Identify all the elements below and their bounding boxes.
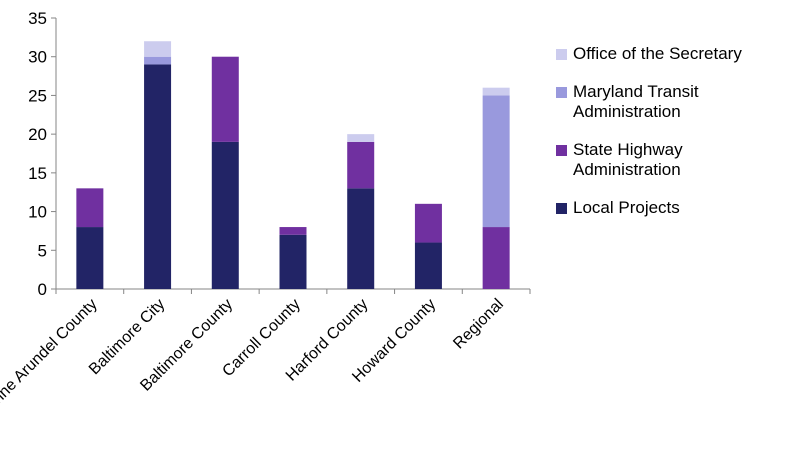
y-tick-label: 15 [28, 164, 47, 183]
legend-label: State Highway Administration [573, 140, 683, 179]
bar-state-highway-administration-harford-county [347, 141, 375, 189]
y-tick-label: 25 [28, 86, 47, 105]
bar-local-projects-anne-arundel-county [76, 227, 104, 289]
legend-swatch-office-of-the-secretary [556, 49, 567, 60]
bar-local-projects-baltimore-city [144, 64, 172, 289]
legend-item-state-highway-administration: State Highway Administration [556, 140, 743, 180]
legend-swatch-local-projects [556, 203, 567, 214]
bar-local-projects-baltimore-county [211, 141, 239, 289]
y-axis-ticks: 0 5 10 15 20 25 30 35 [28, 9, 56, 299]
bar-state-highway-administration-carroll-county [279, 227, 307, 235]
y-tick-label: 20 [28, 125, 47, 144]
x-tick-label-anne-arundel-county: Anne Arundel County [0, 296, 101, 415]
legend-swatch-maryland-transit-administration [556, 87, 567, 98]
bar-maryland-transit-administration-regional [482, 95, 510, 228]
y-tick-label: 5 [38, 241, 47, 260]
legend-label: Maryland Transit Administration [573, 82, 699, 121]
bar-local-projects-harford-county [347, 188, 375, 289]
bar-office-of-the-secretary-harford-county [347, 134, 375, 142]
bar-state-highway-administration-anne-arundel-county [76, 188, 104, 228]
bar-office-of-the-secretary-baltimore-city [144, 41, 172, 57]
legend-item-local-projects: Local Projects [556, 198, 680, 218]
legend-label: Local Projects [573, 198, 680, 217]
y-tick-label: 30 [28, 48, 47, 67]
bar-office-of-the-secretary-regional [482, 87, 510, 96]
bar-local-projects-carroll-county [279, 234, 307, 289]
y-tick-label: 35 [28, 9, 47, 28]
x-tick-label-regional: Regional [450, 296, 507, 353]
legend-label: Office of the Secretary [573, 44, 742, 63]
y-tick-label: 10 [28, 203, 47, 222]
chart-bars [76, 41, 510, 289]
y-tick-label: 0 [38, 280, 47, 299]
bar-state-highway-administration-howard-county [414, 203, 442, 243]
bar-local-projects-howard-county [414, 242, 442, 289]
legend-swatch-state-highway-administration [556, 145, 567, 156]
legend-item-office-of-the-secretary: Office of the Secretary [556, 44, 742, 64]
legend-item-maryland-transit-administration: Maryland Transit Administration [556, 82, 743, 122]
bar-maryland-transit-administration-baltimore-city [144, 56, 172, 65]
bar-state-highway-administration-regional [482, 227, 510, 289]
bar-state-highway-administration-baltimore-county [211, 56, 239, 142]
